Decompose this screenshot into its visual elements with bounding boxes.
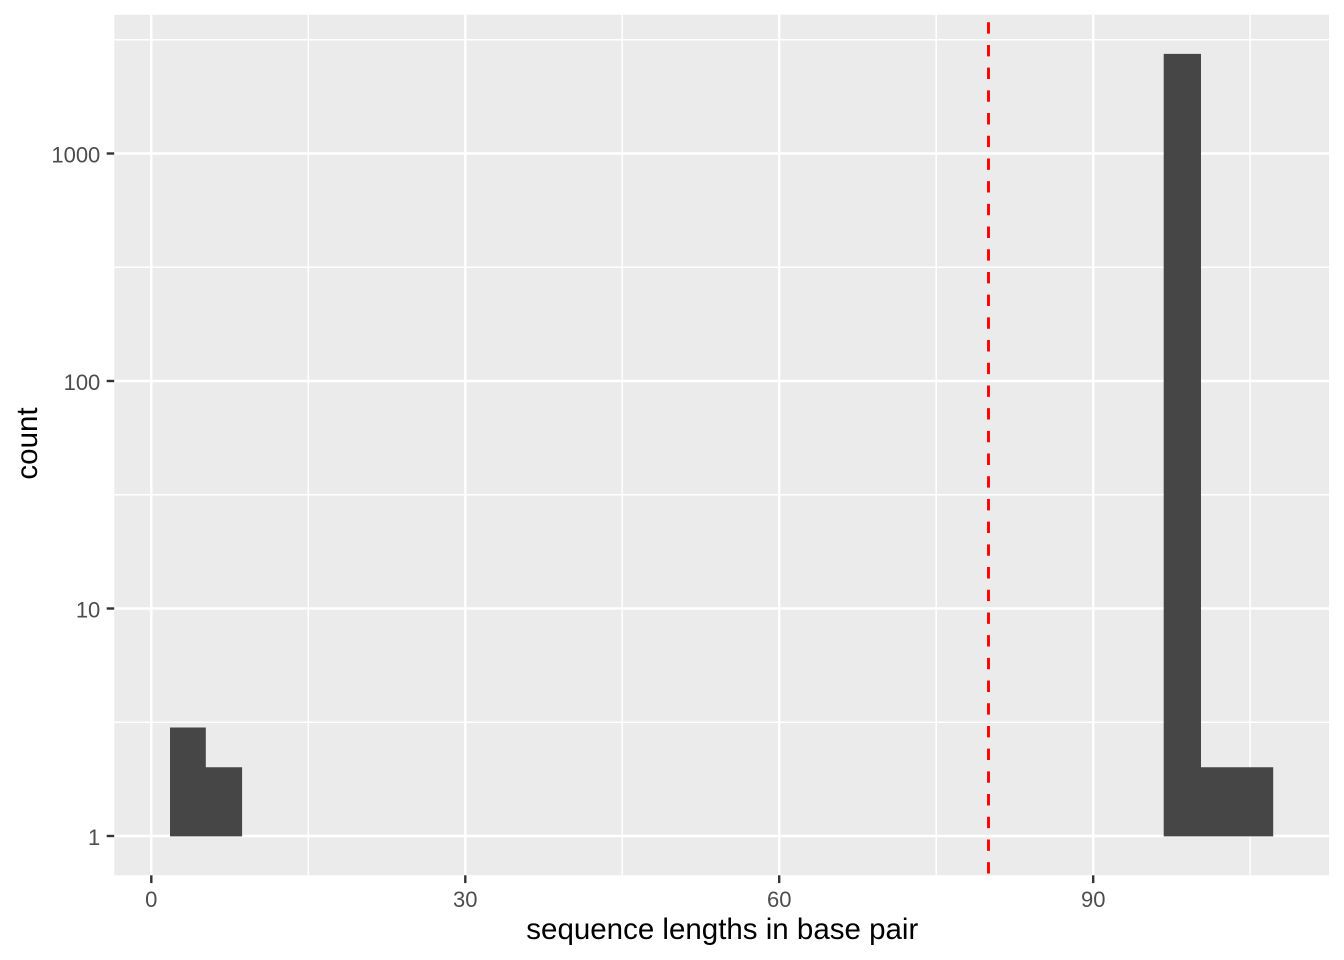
svg-text:60: 60 (767, 887, 791, 912)
svg-text:10: 10 (76, 597, 100, 622)
svg-text:100: 100 (64, 370, 101, 395)
svg-text:sequence lengths in base pair: sequence lengths in base pair (526, 913, 918, 946)
svg-text:30: 30 (453, 887, 477, 912)
svg-text:1000: 1000 (51, 142, 100, 167)
svg-text:0: 0 (145, 887, 157, 912)
svg-text:1: 1 (88, 825, 100, 850)
svg-text:90: 90 (1081, 887, 1105, 912)
svg-text:count: count (11, 407, 44, 479)
